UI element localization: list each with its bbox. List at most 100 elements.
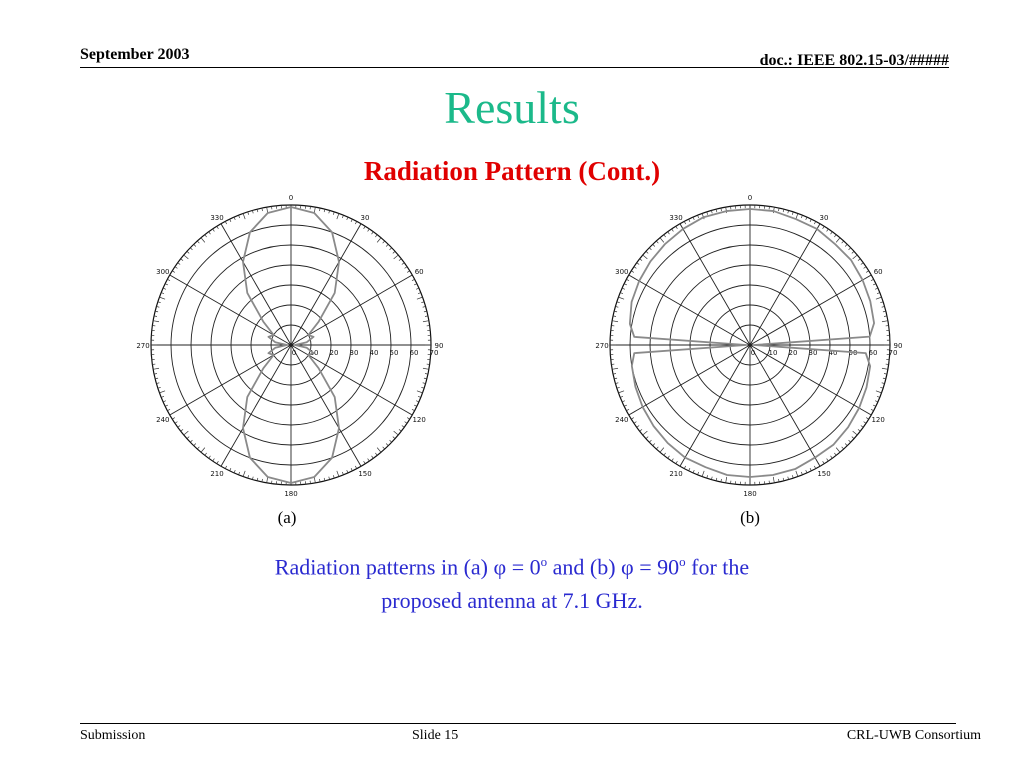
- polar-minor-tick: [242, 213, 246, 220]
- polar-radial-label: 40: [829, 349, 838, 357]
- polar-minor-tick: [422, 367, 429, 370]
- polar-minor-tick: [667, 231, 670, 235]
- polar-minor-tick: [725, 207, 728, 214]
- polar-minor-tick: [319, 207, 321, 212]
- polar-minor-tick: [851, 436, 855, 439]
- polar-minor-tick: [169, 274, 176, 279]
- polar-spoke: [290, 223, 362, 346]
- polar-minor-tick: [875, 287, 879, 290]
- polar-angle-label: 30: [361, 214, 370, 222]
- polar-minor-tick: [398, 429, 402, 432]
- polar-minor-tick: [835, 447, 841, 453]
- polar-minor-tick: [848, 439, 851, 443]
- polar-radial-label: 60: [869, 349, 878, 357]
- polar-minor-tick: [826, 458, 829, 462]
- polar-minor-tick: [371, 231, 374, 235]
- polar-minor-tick: [162, 287, 166, 290]
- polar-minor-tick: [851, 251, 855, 254]
- polar-minor-tick: [663, 234, 666, 238]
- polar-minor-tick: [422, 382, 426, 384]
- polar-minor-tick: [772, 207, 775, 214]
- polar-minor-tick: [208, 455, 211, 459]
- polar-minor-tick: [881, 382, 885, 384]
- polar-minor-tick: [636, 425, 640, 428]
- polar-angle-label: 60: [874, 268, 883, 276]
- polar-minor-tick: [357, 223, 362, 230]
- polar-minor-tick: [645, 251, 649, 254]
- polar-minor-tick: [401, 425, 405, 428]
- polar-minor-tick: [233, 470, 236, 474]
- caption-text: Radiation patterns in (a) φ = 0: [274, 554, 541, 580]
- polar-minor-tick: [389, 247, 392, 251]
- polar-minor-tick: [422, 306, 426, 308]
- radiation-pattern-curve: [242, 206, 340, 484]
- polar-spoke: [628, 274, 751, 346]
- polar-minor-tick: [863, 421, 867, 424]
- polar-minor-tick: [247, 475, 249, 479]
- polar-minor-tick: [256, 477, 259, 481]
- polar-minor-tick: [313, 207, 316, 214]
- polar-minor-tick: [392, 436, 396, 439]
- polar-minor-tick: [816, 460, 821, 467]
- polar-minor-tick: [848, 247, 851, 251]
- polar-minor-tick: [865, 270, 869, 273]
- polar-minor-tick: [881, 320, 888, 323]
- polar-angle-label: 120: [871, 416, 884, 424]
- polar-minor-tick: [614, 377, 618, 380]
- polar-minor-tick: [159, 390, 166, 394]
- polar-minor-tick: [224, 465, 227, 469]
- polar-radial-label: 70: [430, 349, 439, 357]
- polar-angle-label: 270: [595, 342, 608, 350]
- polar-minor-tick: [706, 475, 708, 479]
- polar-minor-tick: [663, 452, 666, 456]
- polar-spoke: [169, 344, 292, 416]
- polar-spoke: [749, 274, 872, 346]
- polar-minor-tick: [616, 387, 620, 389]
- polar-minor-tick: [697, 215, 700, 219]
- polar-minor-tick: [787, 210, 789, 214]
- polar-minor-tick: [398, 258, 402, 261]
- polar-minor-tick: [675, 460, 678, 464]
- polar-radial-label: 50: [390, 349, 399, 357]
- polar-minor-tick: [875, 400, 879, 403]
- polar-minor-tick: [376, 237, 382, 243]
- polar-radial-label: 30: [809, 349, 818, 357]
- polar-minor-tick: [229, 219, 232, 223]
- polar-minor-tick: [177, 262, 181, 265]
- polar-minor-tick: [615, 306, 619, 308]
- polar-minor-tick: [319, 478, 321, 483]
- polar-angle-label: 30: [820, 214, 829, 222]
- polar-minor-tick: [860, 425, 864, 428]
- polar-angle-label: 90: [894, 342, 903, 350]
- polar-minor-tick: [200, 447, 206, 453]
- polar-minor-tick: [880, 301, 884, 303]
- caption-superscript: o: [540, 554, 548, 569]
- polar-minor-tick: [190, 247, 193, 251]
- plot-label-a: (a): [277, 508, 297, 527]
- polar-minor-tick: [421, 301, 425, 303]
- polar-minor-tick: [413, 283, 417, 286]
- polar-minor-tick: [411, 409, 415, 412]
- polar-minor-tick: [174, 266, 178, 269]
- footer-divider: [80, 723, 956, 724]
- polar-minor-tick: [656, 240, 659, 244]
- polar-minor-tick: [180, 429, 184, 432]
- polar-minor-tick: [220, 460, 225, 467]
- polar-minor-tick: [715, 477, 718, 481]
- caption-text: for the: [685, 554, 750, 580]
- slide-subtitle: Radiation Pattern (Cont.): [363, 156, 661, 186]
- polar-minor-tick: [350, 219, 353, 223]
- polar-minor-tick: [857, 258, 861, 261]
- polar-minor-tick: [392, 251, 396, 254]
- polar-angle-label: 60: [415, 268, 424, 276]
- polar-minor-tick: [393, 430, 399, 436]
- polar-minor-tick: [172, 417, 176, 420]
- polar-minor-tick: [782, 209, 785, 213]
- polar-angle-label: 90: [435, 342, 444, 350]
- polar-minor-tick: [852, 254, 858, 260]
- polar-minor-tick: [642, 430, 648, 436]
- polar-minor-tick: [216, 226, 219, 230]
- polar-spoke: [628, 344, 751, 416]
- polar-minor-tick: [822, 460, 825, 464]
